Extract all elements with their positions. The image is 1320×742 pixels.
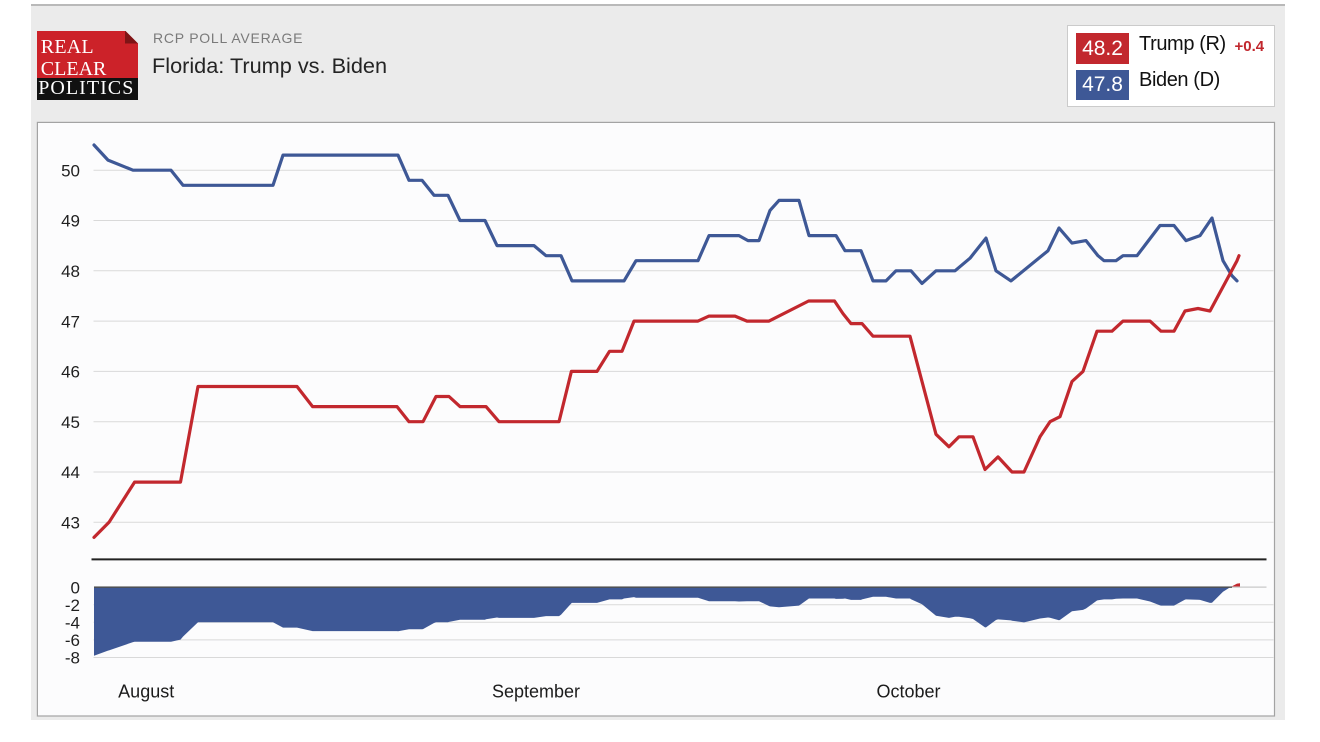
svg-text:48: 48 — [61, 262, 80, 281]
svg-text:-2: -2 — [65, 596, 80, 615]
svg-text:September: September — [492, 681, 580, 701]
svg-text:47: 47 — [61, 312, 80, 331]
svg-text:-8: -8 — [65, 649, 80, 668]
svg-text:October: October — [876, 681, 940, 701]
svg-text:43: 43 — [61, 514, 80, 533]
svg-text:0: 0 — [71, 578, 80, 597]
svg-text:50: 50 — [61, 161, 80, 180]
svg-text:August: August — [118, 681, 174, 701]
svg-text:49: 49 — [61, 212, 80, 231]
svg-text:-6: -6 — [65, 631, 80, 650]
svg-text:46: 46 — [61, 363, 80, 382]
svg-text:-4: -4 — [65, 614, 80, 633]
svg-text:44: 44 — [61, 463, 80, 482]
svg-text:45: 45 — [61, 413, 80, 432]
